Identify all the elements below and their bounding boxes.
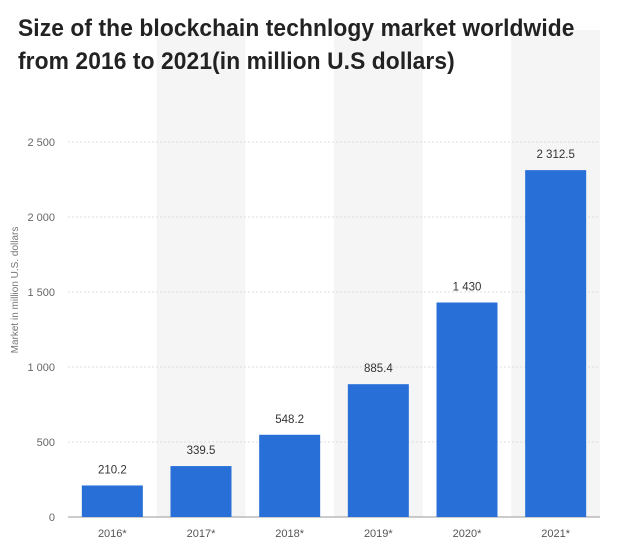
bar — [259, 434, 321, 517]
y-tick-label: 0 — [49, 512, 55, 524]
bar-value-label: 2 312.5 — [536, 149, 574, 161]
x-tick-label: 2021* — [541, 528, 570, 540]
background-stripe — [156, 30, 246, 517]
bar-value-label: 885.4 — [364, 363, 393, 375]
x-tick-label: 2020* — [453, 528, 482, 540]
bar-value-label: 339.5 — [187, 445, 216, 457]
x-tick-label: 2016* — [98, 528, 127, 540]
y-tick-label: 2 000 — [27, 212, 55, 224]
bar — [347, 384, 409, 517]
x-tick-label: 2019* — [364, 528, 393, 540]
chart-title: Size of the blockchain technlogy market … — [18, 12, 576, 78]
bar — [170, 466, 232, 517]
chart-title-line-1: Size of the blockchain technlogy market … — [18, 15, 575, 42]
bar-value-label: 210.2 — [98, 464, 127, 476]
y-tick-label: 500 — [37, 437, 55, 449]
x-tick-label: 2018* — [275, 528, 304, 540]
y-tick-label: 1 500 — [27, 287, 55, 299]
bar — [525, 170, 587, 517]
bar — [81, 485, 143, 517]
x-tick-label: 2017* — [187, 528, 216, 540]
bar-value-label: 548.2 — [275, 414, 304, 426]
bar-value-label: 1 430 — [453, 282, 482, 294]
y-tick-label: 2 500 — [27, 137, 55, 149]
y-tick-label: 1 000 — [27, 362, 55, 374]
y-axis-label: Market in million U.S. dollars — [10, 227, 21, 354]
bar — [436, 302, 498, 517]
chart-title-line-2: from 2016 to 2021(in million U.S dollars… — [18, 48, 455, 75]
